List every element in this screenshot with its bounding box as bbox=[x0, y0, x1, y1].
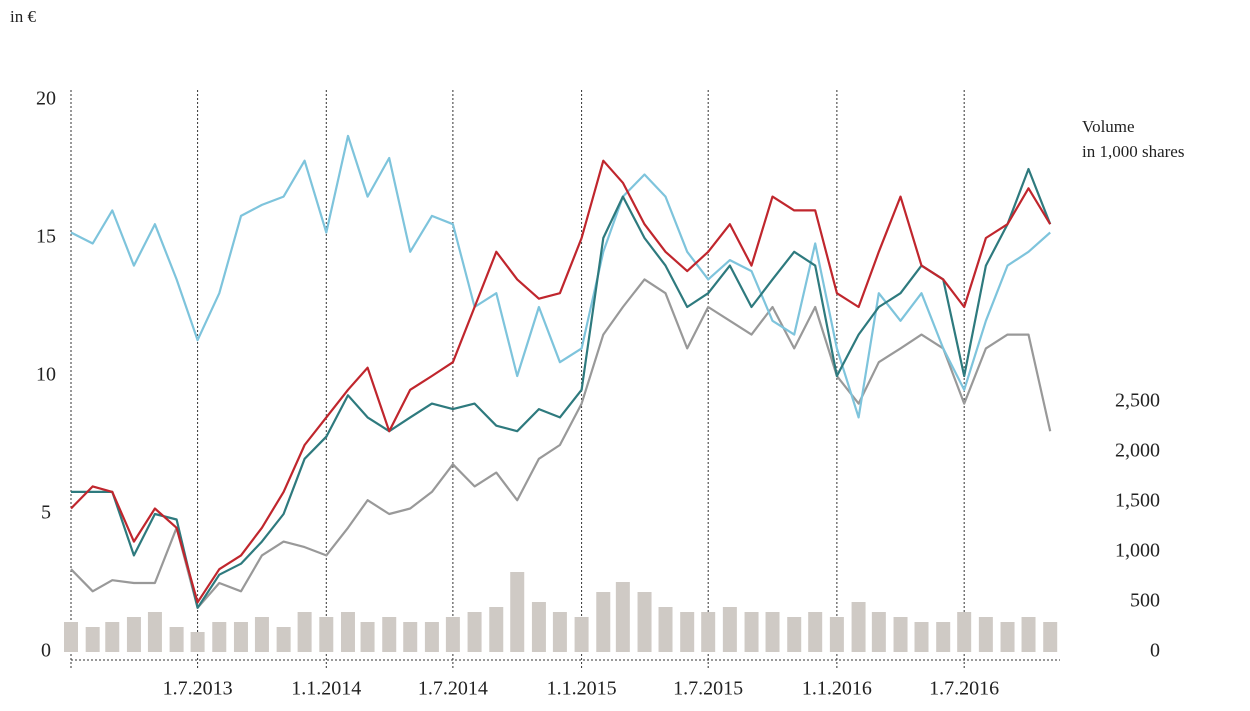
volume-bar bbox=[126, 617, 141, 652]
y-tick-label: 5 bbox=[41, 502, 51, 524]
y2-tick-label: 2,000 bbox=[1115, 440, 1160, 462]
x-tick-label: 1.1.2014 bbox=[291, 678, 361, 700]
volume-bar bbox=[658, 607, 673, 652]
volume-bar bbox=[637, 592, 652, 652]
volume-bar bbox=[190, 632, 205, 652]
volume-bar bbox=[85, 627, 100, 652]
y2-tick-label: 1,000 bbox=[1115, 540, 1160, 562]
volume-bar bbox=[489, 607, 504, 652]
volume-bar bbox=[765, 612, 780, 652]
volume-bar bbox=[1000, 622, 1015, 652]
y2-axis-label: Volume bbox=[1082, 117, 1135, 136]
volume-bar bbox=[445, 617, 460, 652]
volume-bar bbox=[722, 607, 737, 652]
volume-bar bbox=[424, 622, 439, 652]
x-tick-label: 1.7.2013 bbox=[163, 678, 233, 700]
volume-bar bbox=[297, 612, 312, 652]
volume-bar bbox=[808, 612, 823, 652]
volume-bar bbox=[787, 617, 802, 652]
y2-tick-label: 500 bbox=[1130, 590, 1160, 612]
y2-tick-label: 0 bbox=[1150, 640, 1160, 662]
x-tick-label: 1.1.2015 bbox=[547, 678, 617, 700]
volume-bar bbox=[382, 617, 397, 652]
volume-bar bbox=[531, 602, 546, 652]
volume-bar bbox=[1043, 622, 1058, 652]
volume-bar bbox=[212, 622, 227, 652]
volume-bar bbox=[467, 612, 482, 652]
volume-bar bbox=[340, 612, 355, 652]
volume-bar bbox=[403, 622, 418, 652]
volume-bar bbox=[233, 622, 248, 652]
volume-bar bbox=[871, 612, 886, 652]
volume-bar bbox=[914, 622, 929, 652]
y-axis-label: in € bbox=[10, 7, 36, 26]
y-tick-label: 20 bbox=[36, 88, 56, 110]
volume-bar bbox=[360, 622, 375, 652]
volume-bar bbox=[105, 622, 120, 652]
y2-tick-label: 1,500 bbox=[1115, 490, 1160, 512]
volume-bar bbox=[744, 612, 759, 652]
series-line bbox=[70, 159, 1052, 604]
volume-bar bbox=[978, 617, 993, 652]
volume-bar bbox=[510, 572, 525, 652]
y2-axis-label: in 1,000 shares bbox=[1082, 142, 1184, 161]
x-tick-label: 1.1.2016 bbox=[802, 678, 872, 700]
volume-bar bbox=[64, 622, 78, 652]
y-tick-label: 0 bbox=[41, 640, 51, 662]
volume-bar bbox=[319, 617, 334, 652]
volume-bar bbox=[596, 592, 611, 652]
volume-bar bbox=[680, 612, 695, 652]
volume-bar bbox=[276, 627, 291, 652]
series-line bbox=[70, 278, 1052, 609]
x-tick-label: 1.7.2015 bbox=[673, 678, 743, 700]
volume-bar bbox=[552, 612, 567, 652]
series-line bbox=[71, 167, 1052, 609]
y2-tick-label: 2,500 bbox=[1115, 390, 1160, 412]
volume-bar bbox=[147, 612, 162, 652]
volume-bar bbox=[851, 602, 866, 652]
volume-bar bbox=[254, 617, 269, 652]
volume-bar bbox=[169, 627, 184, 652]
y-tick-label: 10 bbox=[36, 364, 56, 386]
volume-bar bbox=[701, 612, 716, 652]
volume-bar bbox=[615, 582, 630, 652]
volume-bar bbox=[936, 622, 951, 652]
x-tick-label: 1.7.2014 bbox=[418, 678, 488, 700]
volume-bar bbox=[893, 617, 908, 652]
volume-bar bbox=[1021, 617, 1036, 652]
x-tick-label: 1.7.2016 bbox=[929, 678, 999, 700]
series-line bbox=[70, 134, 1051, 419]
volume-bar bbox=[574, 617, 589, 652]
volume-bar bbox=[957, 612, 972, 652]
volume-bar bbox=[829, 617, 844, 652]
y-tick-label: 15 bbox=[36, 226, 56, 248]
